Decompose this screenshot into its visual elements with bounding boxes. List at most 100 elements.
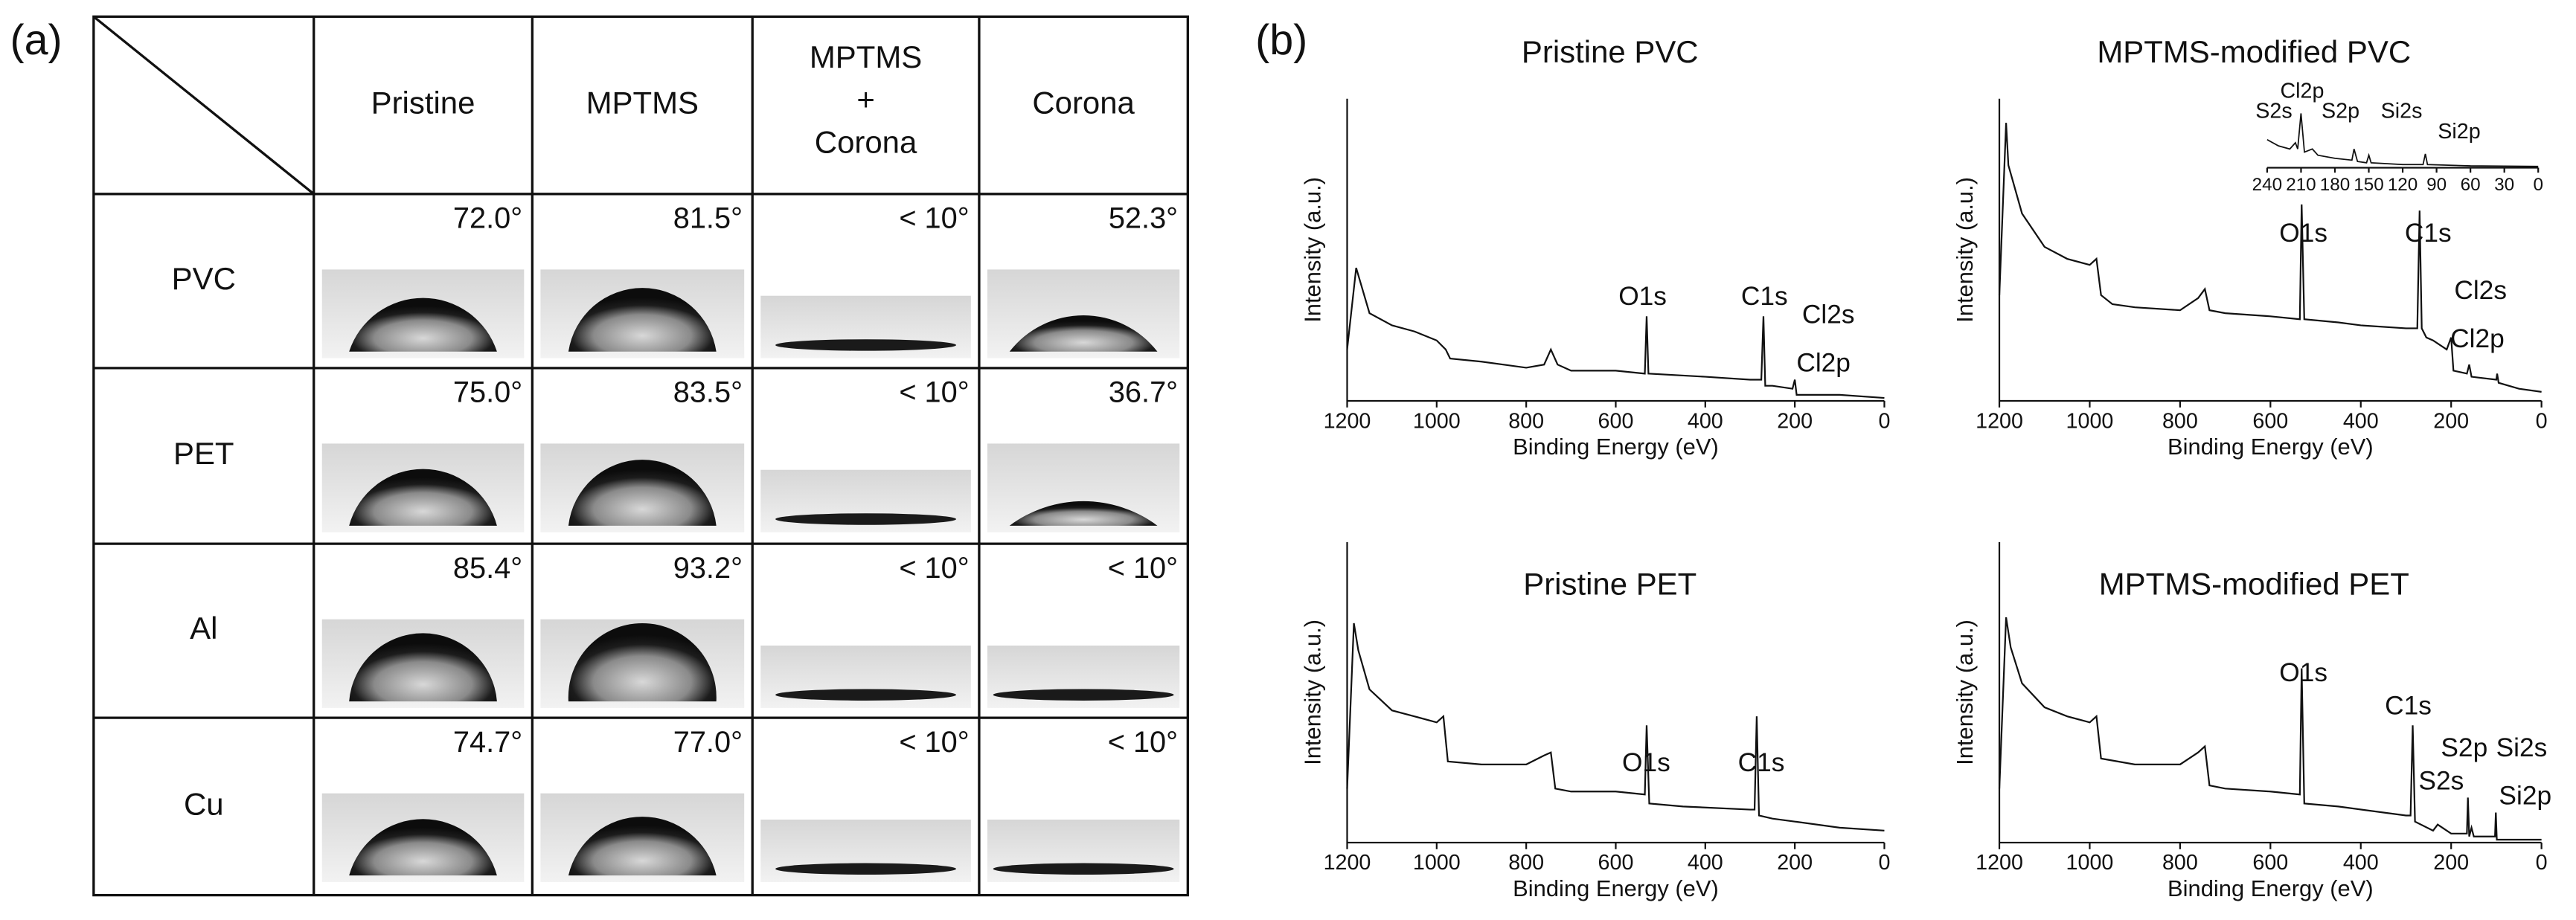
x-tick-label: 400: [2343, 851, 2379, 875]
row-header: PVC: [172, 261, 236, 296]
x-tick-label: 1000: [1413, 409, 1461, 433]
contact-angle: 75.0°: [453, 376, 522, 409]
droplet: [349, 297, 497, 352]
column-header: Corona: [815, 125, 917, 160]
inset-x-tick-label: 60: [2461, 175, 2481, 195]
column-header: MPTMS: [810, 39, 922, 74]
droplet: [349, 819, 497, 876]
x-tick-label: 400: [1688, 409, 1723, 433]
x-tick-label: 1000: [2066, 409, 2114, 433]
droplet: [1009, 501, 1158, 526]
peak-label: Cl2p: [1796, 349, 1851, 378]
droplet: [568, 817, 717, 876]
contact-angle: < 10°: [899, 552, 969, 585]
row-header: Al: [190, 611, 217, 646]
contact-angle: 85.4°: [453, 552, 522, 585]
peak-label: C1s: [1738, 748, 1785, 777]
x-tick-label: 400: [2343, 409, 2379, 433]
x-tick-label: 400: [1688, 851, 1723, 875]
contact-angle: < 10°: [1108, 726, 1178, 759]
droplet: [775, 339, 957, 351]
spectrum-line: [2266, 113, 2539, 167]
x-tick-label: 1200: [1324, 409, 1371, 433]
inset-peak-label: S2s: [2255, 99, 2292, 123]
peak-label: O1s: [1618, 282, 1667, 311]
x-tick-label: 1000: [1413, 851, 1461, 875]
droplet: [993, 863, 1174, 875]
peak-label: O1s: [1622, 748, 1670, 777]
peak-label: C1s: [2405, 219, 2452, 248]
contact-angle: 36.7°: [1109, 376, 1178, 409]
peak-label: O1s: [2279, 219, 2327, 248]
peak-label: Cl2s: [1802, 300, 1855, 329]
panel-label: (b): [1255, 16, 1307, 64]
spectrum-line: [1998, 617, 2542, 841]
x-tick-label: 0: [1878, 409, 1890, 433]
x-axis-label: Binding Energy (eV): [2168, 434, 2374, 460]
peak-label: C1s: [2385, 691, 2432, 720]
y-axis-label: Intensity (a.u.): [1299, 177, 1325, 323]
y-axis-label: Intensity (a.u.): [1952, 177, 1978, 323]
x-tick-label: 600: [1598, 851, 1634, 875]
x-tick-label: 200: [1777, 409, 1813, 433]
row-header: Cu: [184, 786, 224, 821]
droplet: [775, 689, 957, 701]
x-tick-label: 600: [2252, 851, 2288, 875]
inset-x-tick-label: 150: [2354, 175, 2383, 195]
droplet: [568, 623, 717, 702]
peak-label: Cl2p: [2450, 324, 2505, 353]
spectrum-line: [1346, 623, 1885, 831]
x-tick-label: 800: [1508, 851, 1544, 875]
inset-x-tick-label: 90: [2426, 175, 2447, 195]
x-tick-label: 200: [2433, 409, 2469, 433]
peak-label: Si2s: [2496, 733, 2548, 762]
x-tick-label: 0: [1878, 851, 1890, 875]
contact-angle: 83.5°: [673, 376, 743, 409]
contact-angle: < 10°: [899, 726, 969, 759]
x-tick-label: 800: [2162, 851, 2198, 875]
x-tick-label: 200: [1777, 851, 1813, 875]
x-tick-label: 800: [2162, 409, 2198, 433]
contact-angle: 52.3°: [1109, 202, 1178, 235]
droplet: [775, 513, 957, 525]
x-tick-label: 0: [2536, 851, 2548, 875]
inset-x-tick-label: 30: [2494, 175, 2514, 195]
y-axis-label: Intensity (a.u.): [1952, 620, 1978, 765]
peak-label: Si2p: [2499, 782, 2551, 811]
contact-angle: 74.7°: [453, 726, 522, 759]
contact-angle: < 10°: [899, 202, 969, 235]
droplet: [993, 689, 1174, 701]
peak-label: C1s: [1741, 282, 1788, 311]
droplet: [568, 460, 717, 526]
column-header: +: [856, 82, 875, 117]
x-tick-label: 200: [2433, 851, 2469, 875]
droplet: [1009, 315, 1158, 352]
chart-title: Pristine PVC: [1522, 34, 1699, 69]
inset-x-tick-label: 120: [2388, 175, 2418, 195]
peak-label: Cl2s: [2454, 276, 2507, 305]
panel-label: (a): [10, 16, 62, 64]
x-tick-label: 1000: [2066, 851, 2114, 875]
chart-title: MPTMS-modified PET: [2099, 567, 2409, 602]
x-axis-label: Binding Energy (eV): [1513, 875, 1719, 901]
x-axis-label: Binding Energy (eV): [1513, 434, 1719, 460]
spectrum-line: [1998, 123, 2542, 393]
inset-x-tick-label: 210: [2286, 175, 2316, 195]
x-tick-label: 800: [1508, 409, 1544, 433]
x-tick-label: 1200: [1976, 851, 2023, 875]
x-axis-label: Binding Energy (eV): [2168, 875, 2374, 901]
contact-angle: 77.0°: [673, 726, 743, 759]
column-header: Corona: [1032, 86, 1135, 120]
row-header: PET: [173, 436, 234, 471]
droplet: [568, 288, 717, 352]
x-tick-label: 600: [2252, 409, 2288, 433]
column-header: Pristine: [371, 86, 475, 120]
spectrum-line: [1346, 267, 1885, 399]
inset-x-tick-label: 0: [2533, 175, 2543, 195]
chart-title: MPTMS-modified PVC: [2097, 34, 2411, 69]
droplet: [775, 863, 957, 875]
chart-title: Pristine PET: [1523, 567, 1696, 602]
contact-angle: < 10°: [1108, 552, 1178, 585]
droplet: [349, 633, 497, 702]
